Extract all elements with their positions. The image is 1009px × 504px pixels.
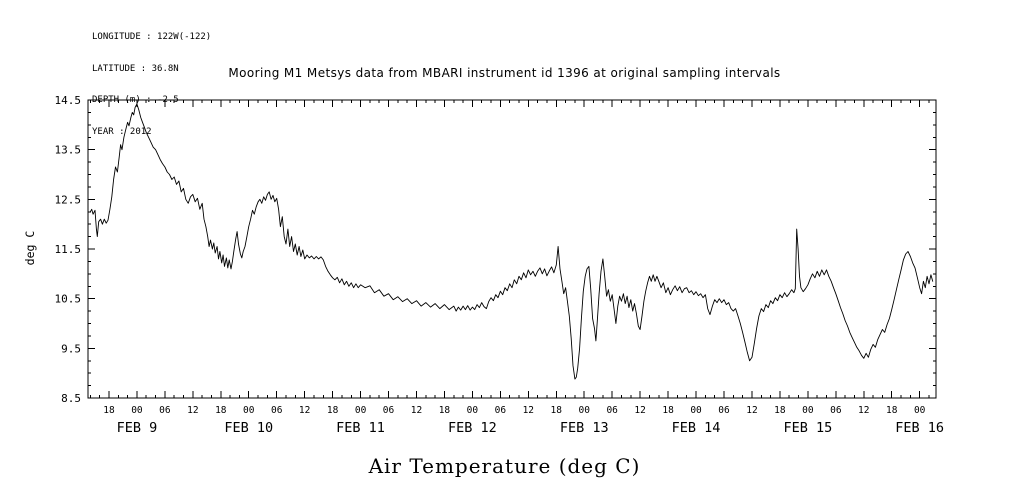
x-ticks <box>89 100 930 398</box>
x-hour-labels: 18 00 06 12 18 00 06 12 18 00 06 12 18 00 06 12 18 00 06 12… <box>103 405 925 416</box>
svg-text:11.5: 11.5 <box>55 243 82 256</box>
svg-text:00: 00 <box>914 405 926 416</box>
svg-text:18: 18 <box>327 405 339 416</box>
svg-text:12: 12 <box>187 405 198 416</box>
svg-text:00: 00 <box>243 405 255 416</box>
svg-text:00: 00 <box>467 405 479 416</box>
svg-text:12: 12 <box>411 405 422 416</box>
metadata-latitude: LATITUDE : 36.8N <box>92 63 179 74</box>
svg-text:06: 06 <box>271 405 283 416</box>
plot-frame <box>87 99 937 399</box>
chart-title: Mooring M1 Metsys data from MBARI instru… <box>228 66 781 80</box>
x-day-labels: FEB 9 FEB 10 FEB 11 FEB 12 FEB 13 FEB 14 FEB 1… <box>117 420 944 436</box>
metadata-year: YEAR : 2012 <box>92 126 152 137</box>
y-tick-labels: 8.5 9.5 10.5 11.5 12.5 13.5 14.5 <box>55 94 82 405</box>
svg-text:18: 18 <box>662 405 674 416</box>
svg-text:10.5: 10.5 <box>55 293 82 306</box>
x-axis-title: Air Temperature (deg C) <box>368 454 641 478</box>
svg-text:18: 18 <box>103 405 115 416</box>
svg-text:12: 12 <box>858 405 869 416</box>
svg-text:18: 18 <box>551 405 563 416</box>
svg-text:12: 12 <box>634 405 645 416</box>
svg-text:13.5: 13.5 <box>55 144 82 157</box>
y-ticks <box>88 99 936 399</box>
svg-text:FEB 11: FEB 11 <box>336 420 385 436</box>
svg-text:FEB 14: FEB 14 <box>672 420 721 436</box>
metadata-longitude: LONGITUDE : 122W(-122) <box>92 32 212 42</box>
svg-text:00: 00 <box>355 405 367 416</box>
svg-text:8.5: 8.5 <box>61 392 81 405</box>
svg-text:06: 06 <box>383 405 395 416</box>
svg-text:06: 06 <box>718 405 730 416</box>
svg-text:FEB 15: FEB 15 <box>783 420 832 436</box>
svg-text:18: 18 <box>439 405 451 416</box>
svg-text:18: 18 <box>886 405 898 416</box>
svg-text:12: 12 <box>746 405 757 416</box>
svg-text:06: 06 <box>606 405 618 416</box>
svg-text:9.5: 9.5 <box>61 342 81 355</box>
svg-text:12.5: 12.5 <box>55 193 82 206</box>
svg-text:00: 00 <box>578 405 590 416</box>
svg-text:06: 06 <box>495 405 507 416</box>
svg-text:FEB 16: FEB 16 <box>895 420 944 436</box>
svg-text:18: 18 <box>774 405 786 416</box>
svg-text:FEB 10: FEB 10 <box>224 420 273 436</box>
svg-text:18: 18 <box>215 405 227 416</box>
svg-text:00: 00 <box>131 405 143 416</box>
svg-text:06: 06 <box>159 405 171 416</box>
svg-text:06: 06 <box>830 405 842 416</box>
svg-text:12: 12 <box>299 405 310 416</box>
temperature-line <box>89 103 934 380</box>
svg-text:12: 12 <box>523 405 534 416</box>
svg-text:14.5: 14.5 <box>55 94 82 107</box>
svg-text:FEB 9: FEB 9 <box>117 420 158 436</box>
svg-text:FEB 12: FEB 12 <box>448 420 497 436</box>
svg-text:00: 00 <box>690 405 702 416</box>
svg-text:00: 00 <box>802 405 814 416</box>
svg-text:FEB 13: FEB 13 <box>560 420 609 436</box>
